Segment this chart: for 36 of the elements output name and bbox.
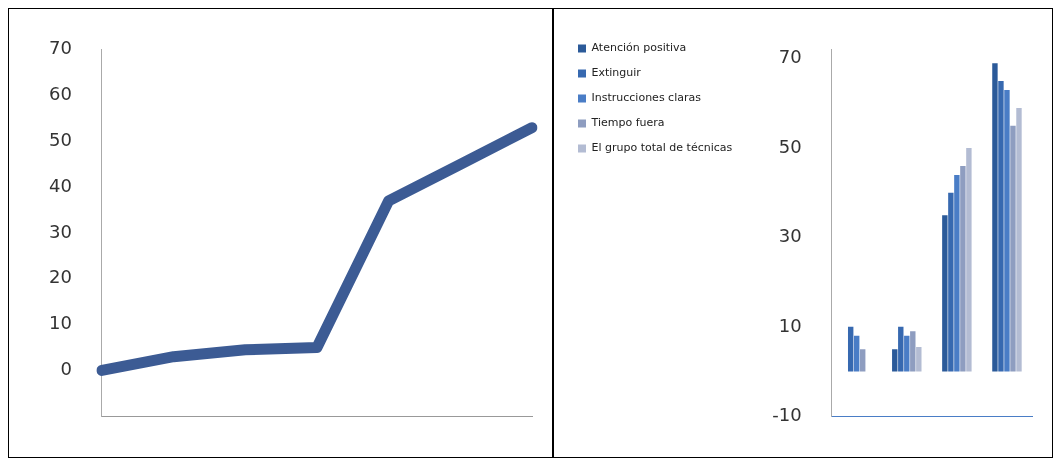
y-tick-label: 20 <box>49 266 72 288</box>
bar <box>1016 107 1022 372</box>
y-tick-label: 70 <box>778 46 802 68</box>
y-tick-label: -10 <box>772 403 802 425</box>
y-tick-label: 10 <box>778 314 802 336</box>
y-tick-label: 40 <box>49 174 72 196</box>
y-tick-label: 50 <box>49 129 72 151</box>
legend-label: Instrucciones claras <box>591 91 702 105</box>
bar <box>892 349 898 372</box>
legend-label: El grupo total de técnicas <box>591 141 733 155</box>
bar <box>847 326 854 372</box>
bar <box>992 63 998 372</box>
y-tick-label: 30 <box>778 225 802 247</box>
legend-label: Tiempo fuera <box>590 116 665 130</box>
y-tick-label: 60 <box>49 83 72 105</box>
bar <box>966 148 972 372</box>
y-tick-label: 30 <box>49 220 72 242</box>
bar <box>948 192 954 372</box>
y-tick-label: 70 <box>49 37 72 59</box>
bar <box>854 335 860 372</box>
bar <box>998 81 1004 372</box>
bar <box>898 326 904 372</box>
bar <box>942 215 948 372</box>
legend-label: Extinguir <box>591 66 642 80</box>
y-tick-label: 10 <box>49 312 72 334</box>
legend-label: Atención positiva <box>591 41 687 55</box>
bar <box>1004 90 1010 372</box>
bar <box>960 165 966 372</box>
bar <box>910 331 916 372</box>
bar <box>1010 125 1016 372</box>
bar <box>904 335 910 372</box>
bar <box>860 349 866 372</box>
bar <box>916 346 922 372</box>
y-tick-label: 50 <box>778 135 802 157</box>
bar <box>954 174 960 372</box>
y-tick-label: 0 <box>60 358 72 380</box>
